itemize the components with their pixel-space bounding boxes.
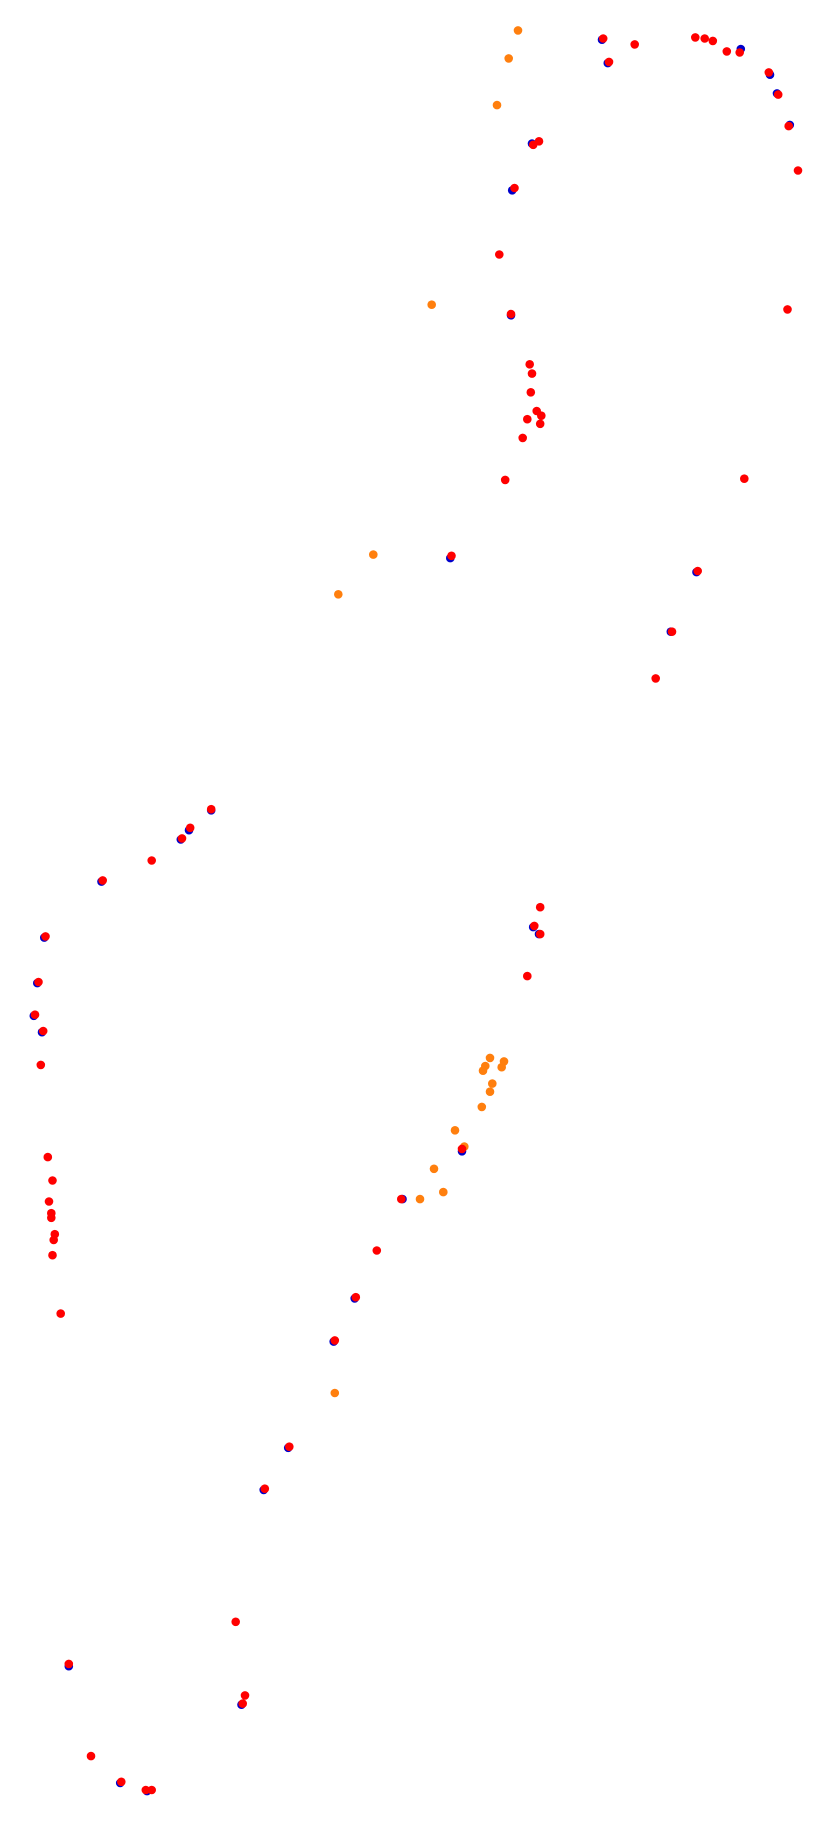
- data-point: [651, 674, 660, 683]
- data-point: [86, 1751, 96, 1761]
- data-point: [500, 475, 510, 485]
- data-point: [784, 121, 793, 131]
- data-point: [526, 388, 536, 397]
- data-point: [630, 40, 639, 49]
- data-point: [530, 921, 539, 931]
- data-point: [523, 971, 532, 981]
- data-point: [740, 474, 749, 484]
- data-point: [369, 550, 378, 559]
- data-point: [427, 300, 437, 310]
- data-point: [64, 1659, 74, 1669]
- data-point: [98, 876, 107, 885]
- data-point: [527, 369, 537, 378]
- data-point: [429, 1164, 439, 1174]
- data-point: [495, 250, 504, 259]
- data-point: [415, 1194, 425, 1204]
- data-point: [36, 1060, 46, 1070]
- data-point: [513, 26, 523, 35]
- data-point: [372, 1246, 382, 1255]
- data-point: [38, 1026, 48, 1036]
- data-point: [206, 804, 216, 814]
- data-point: [535, 902, 545, 912]
- data-point: [783, 305, 792, 314]
- data-point: [30, 1010, 40, 1019]
- data-point: [351, 1292, 361, 1302]
- data-point: [447, 551, 456, 561]
- data-point: [177, 834, 187, 843]
- data-point: [330, 1336, 340, 1345]
- plot-area: [29, 26, 803, 1796]
- data-point: [44, 1197, 54, 1206]
- data-point: [537, 411, 546, 421]
- data-point: [147, 856, 156, 865]
- data-point: [330, 1388, 340, 1398]
- data-point: [47, 1213, 56, 1223]
- data-point: [518, 433, 527, 443]
- data-point: [477, 1102, 487, 1112]
- data-point: [604, 57, 614, 67]
- data-point: [735, 48, 744, 57]
- data-point: [793, 166, 803, 175]
- data-point: [439, 1187, 448, 1197]
- data-point: [285, 1442, 294, 1451]
- data-point: [510, 183, 519, 193]
- data-point: [231, 1617, 240, 1627]
- data-point: [497, 1062, 507, 1072]
- data-point: [773, 90, 783, 99]
- data-point: [34, 977, 43, 987]
- data-point: [485, 1087, 495, 1096]
- data-point: [185, 823, 195, 833]
- data-point: [56, 1309, 65, 1318]
- data-point: [334, 590, 343, 599]
- data-point: [485, 1053, 495, 1063]
- data-point: [492, 100, 502, 110]
- data-point: [764, 68, 774, 77]
- data-point: [49, 1235, 58, 1245]
- data-point: [457, 1144, 467, 1154]
- data-point: [117, 1777, 126, 1787]
- series-2: [30, 33, 803, 1795]
- data-point: [147, 1785, 156, 1795]
- data-point: [260, 1484, 270, 1493]
- data-point: [667, 627, 677, 636]
- data-point: [598, 34, 608, 43]
- data-point: [693, 566, 702, 576]
- data-point: [488, 1079, 497, 1088]
- data-point: [141, 1785, 151, 1795]
- data-point: [525, 360, 534, 369]
- data-point: [450, 1126, 460, 1135]
- data-point: [506, 309, 516, 319]
- data-point: [504, 54, 513, 63]
- data-point: [722, 47, 732, 56]
- data-point: [528, 140, 538, 150]
- data-point: [700, 34, 709, 43]
- data-point: [48, 1250, 57, 1260]
- data-point: [41, 932, 50, 941]
- series-1: [29, 35, 795, 1796]
- data-point: [238, 1699, 247, 1708]
- data-point: [535, 419, 545, 429]
- data-point: [48, 1176, 57, 1185]
- data-point: [240, 1691, 250, 1700]
- data-point: [691, 33, 700, 42]
- data-point: [708, 36, 718, 46]
- series-0: [330, 26, 523, 1398]
- data-point: [397, 1194, 406, 1204]
- data-point: [478, 1066, 488, 1075]
- data-point: [43, 1152, 53, 1162]
- data-point: [535, 929, 545, 939]
- data-point: [523, 414, 532, 424]
